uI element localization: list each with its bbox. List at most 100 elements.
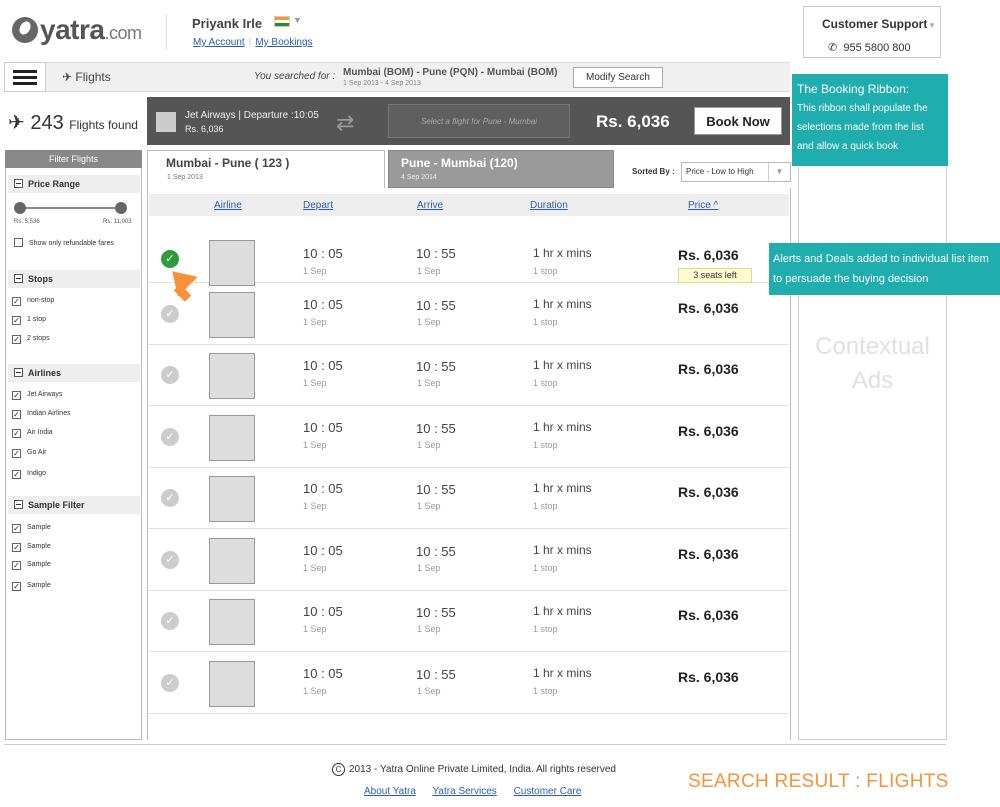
stops: 1 stop — [533, 266, 558, 276]
flight-row[interactable]: ✓ 10 : 05 1 Sep 10 : 55 1 Sep 1 hr x mins 1 st… — [149, 407, 789, 468]
check-icon[interactable]: ✓ — [12, 449, 21, 458]
stops-checkbox[interactable]: ✓ 2 stops — [12, 335, 50, 344]
column-depart[interactable]: Depart — [303, 200, 334, 211]
collapse-icon[interactable] — [14, 500, 23, 509]
airline-logo-placeholder — [209, 415, 255, 461]
customer-care-link[interactable]: Customer Care — [513, 786, 582, 797]
select-flight-radio[interactable]: ✓ — [161, 250, 179, 268]
tab-pune-mumbai[interactable]: Pune - Mumbai (120) 4 Sep 2014 — [388, 150, 614, 188]
flight-row[interactable]: ✓ 10 : 05 1 Sep 10 : 55 1 Sep 1 hr x mins 1 st… — [149, 653, 789, 714]
airline-logo-placeholder — [209, 538, 255, 584]
flight-row[interactable]: ✓ 10 : 05 1 Sep 10 : 55 1 Sep 1 hr x mins 1 st… — [149, 284, 789, 345]
stops-checkbox[interactable]: ✓ non-stop — [12, 297, 54, 306]
flights-count: 243 — [30, 112, 64, 134]
check-icon[interactable]: ✓ — [12, 561, 21, 570]
sample-checkbox[interactable]: ✓ Sample — [12, 561, 51, 570]
flight-row[interactable]: ✓ 10 : 05 1 Sep 10 : 55 1 Sep 1 hr x mins 1 st… — [149, 591, 789, 652]
check-icon[interactable]: ✓ — [12, 429, 21, 438]
column-duration[interactable]: Duration — [530, 200, 568, 211]
select-flight-radio[interactable]: ✓ — [161, 674, 179, 692]
check-icon[interactable]: ✓ — [12, 410, 21, 419]
arrive-time: 10 : 55 — [416, 421, 456, 436]
check-icon[interactable]: ✓ — [12, 582, 21, 591]
min-price-label: Rs. 5,536 — [14, 219, 40, 225]
stops-checkbox[interactable]: ✓ 1 stop — [12, 316, 46, 325]
contextual-ads-panel — [798, 166, 947, 740]
collapse-icon[interactable] — [14, 179, 23, 188]
filter-section-price[interactable]: Price Range — [8, 175, 140, 193]
collapse-icon[interactable] — [14, 274, 23, 283]
flight-price: Rs. 6,036 — [678, 300, 739, 316]
checkbox-box[interactable] — [14, 238, 23, 247]
airline-checkbox[interactable]: ✓ Air India — [12, 429, 53, 438]
return-flight-placeholder[interactable]: Select a flight for Pune - Mumbai — [388, 104, 570, 138]
arrive-date: 1 Sep — [417, 686, 441, 696]
column-airline[interactable]: Airline — [214, 200, 242, 211]
filter-section-sample[interactable]: Sample Filter — [8, 496, 140, 514]
select-flight-radio[interactable]: ✓ — [161, 612, 179, 630]
copyright-icon: C — [332, 763, 345, 776]
flight-row[interactable]: ✓ 10 : 05 1 Sep 10 : 55 1 Sep 1 hr x mins 1 st… — [149, 530, 789, 591]
india-flag-icon[interactable] — [274, 16, 290, 27]
filter-section-label: Price Range — [28, 179, 81, 189]
check-icon[interactable]: ✓ — [12, 543, 21, 552]
column-arrive[interactable]: Arrive — [417, 200, 444, 211]
flight-row[interactable]: ✓ 10 : 05 1 Sep 10 : 55 1 Sep 1 hr x mins 1 st… — [149, 222, 789, 286]
my-bookings-link[interactable]: My Bookings — [255, 37, 313, 48]
collapse-icon[interactable] — [14, 368, 23, 377]
flights-nav[interactable]: ✈ Flights — [62, 70, 111, 84]
flight-price: Rs. 6,036 — [678, 484, 739, 500]
select-flight-radio[interactable]: ✓ — [161, 305, 179, 323]
yatra-logo[interactable]: yatra.com — [12, 14, 142, 46]
copyright: C 2013 - Yatra Online Private Limited, In… — [332, 763, 616, 776]
refundable-checkbox[interactable]: Show only refundable fares — [14, 238, 114, 247]
arrive-date: 1 Sep — [417, 317, 441, 327]
arrive-date: 1 Sep — [417, 440, 441, 450]
filter-section-airlines[interactable]: Airlines — [8, 364, 140, 382]
my-account-link[interactable]: My Account — [193, 37, 245, 48]
select-flight-radio[interactable]: ✓ — [161, 551, 179, 569]
sample-checkbox[interactable]: ✓ Sample — [12, 582, 51, 591]
about-yatra-link[interactable]: About Yatra — [364, 786, 416, 797]
price-slider-max-handle[interactable] — [115, 202, 127, 214]
filter-section-label: Airlines — [28, 368, 62, 378]
price-slider-min-handle[interactable] — [14, 202, 26, 214]
sort-select[interactable]: Price - Low to High ▼ — [681, 162, 791, 182]
airline-checkbox[interactable]: ✓ Indigo — [12, 470, 46, 479]
filter-section-stops[interactable]: Stops — [8, 270, 140, 288]
tab-title: Pune - Mumbai (120) — [401, 156, 518, 170]
tab-mumbai-pune[interactable]: Mumbai - Pune ( 123 ) 1 Sep 2013 — [147, 150, 385, 188]
flight-row[interactable]: ✓ 10 : 05 1 Sep 10 : 55 1 Sep 1 hr x mins 1 st… — [149, 345, 789, 406]
check-icon[interactable]: ✓ — [12, 391, 21, 400]
chevron-down-icon[interactable]: ▼ — [928, 21, 936, 30]
select-flight-radio[interactable]: ✓ — [161, 489, 179, 507]
callout-text: This ribbon shall populate the selection… — [797, 103, 928, 152]
chevron-down-icon[interactable]: ▼ — [768, 163, 790, 181]
modify-search-button[interactable]: Modify Search — [573, 67, 663, 88]
stops: 1 stop — [533, 686, 558, 696]
check-icon[interactable]: ✓ — [12, 335, 21, 344]
select-flight-radio[interactable]: ✓ — [161, 366, 179, 384]
check-icon[interactable]: ✓ — [12, 524, 21, 533]
flight-price: Rs. 6,036 — [678, 669, 739, 685]
chevron-down-icon[interactable]: ▼ — [293, 15, 302, 25]
flight-row[interactable]: ✓ 10 : 05 1 Sep 10 : 55 1 Sep 1 hr x mins 1 st… — [149, 468, 789, 529]
select-flight-radio[interactable]: ✓ — [161, 428, 179, 446]
check-icon[interactable]: ✓ — [12, 470, 21, 479]
filter-section-label: Sample Filter — [28, 500, 85, 510]
check-icon[interactable]: ✓ — [12, 297, 21, 306]
airline-checkbox[interactable]: ✓ Go Air — [12, 449, 46, 458]
column-price[interactable]: Price ^ — [688, 200, 719, 211]
customer-support-box[interactable]: Customer Support ▼ ✆ 955 5800 800 — [803, 6, 941, 58]
airline-checkbox[interactable]: ✓ Jet Airways — [12, 391, 62, 400]
menu-button[interactable] — [4, 62, 46, 92]
sample-checkbox[interactable]: ✓ Sample — [12, 543, 51, 552]
price-slider[interactable] — [19, 207, 121, 209]
sample-checkbox[interactable]: ✓ Sample — [12, 524, 51, 533]
yatra-services-link[interactable]: Yatra Services — [432, 786, 497, 797]
arrive-date: 1 Sep — [417, 563, 441, 573]
airline-checkbox[interactable]: ✓ Indian Airlines — [12, 410, 71, 419]
book-now-button[interactable]: Book Now — [694, 107, 782, 135]
check-icon[interactable]: ✓ — [12, 316, 21, 325]
airline-logo-placeholder — [209, 476, 255, 522]
